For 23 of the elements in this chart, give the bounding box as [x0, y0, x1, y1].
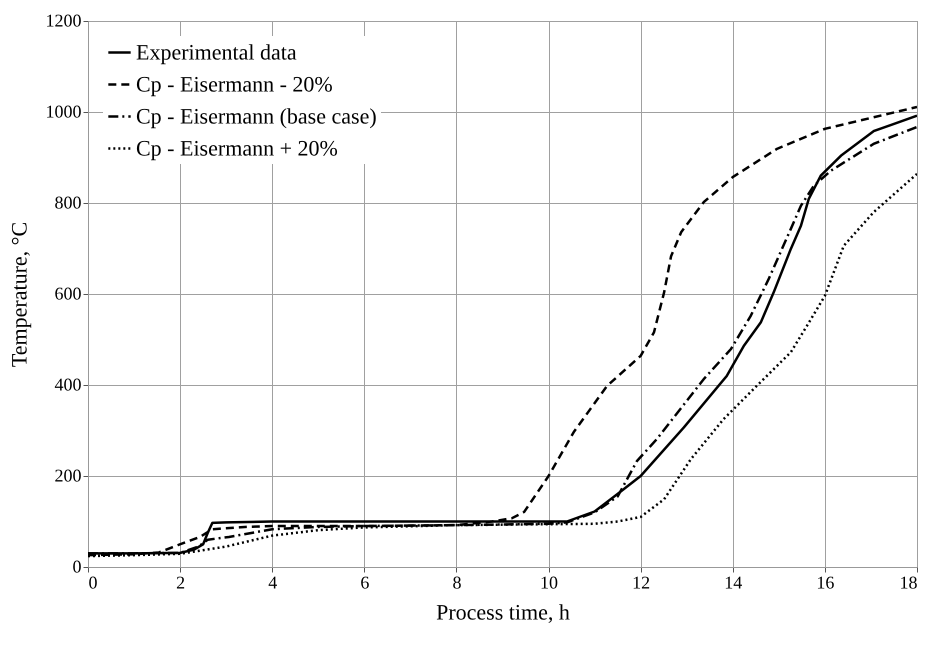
y-tick-label: 800 [54, 192, 82, 212]
x-tick-label: 4 [268, 572, 278, 592]
x-tick-label: 16 [816, 572, 834, 592]
y-tick-label: 200 [54, 466, 82, 486]
x-axis-title: Process time, h [436, 600, 570, 624]
y-tick-label: 0 [72, 556, 82, 576]
legend-label: Experimental data [136, 40, 297, 64]
y-axis-title: Temperature, °C [6, 222, 32, 368]
x-tick-label: 0 [88, 572, 98, 592]
y-tick-label: 1000 [46, 102, 82, 122]
x-tick-label: 10 [540, 572, 558, 592]
x-tick-label: 12 [632, 572, 650, 592]
x-tick-label: 14 [724, 572, 742, 592]
legend-label: Cp - Eisermann (base case) [136, 104, 377, 128]
y-tick-label: 400 [54, 374, 82, 394]
y-tick-label: 600 [54, 284, 82, 304]
x-tick-label: 6 [360, 572, 370, 592]
legend-label: Cp - Eisermann + 20% [136, 136, 338, 160]
x-tick-label: 8 [452, 572, 462, 592]
y-tick-label: 1200 [46, 10, 82, 30]
x-tick-label: 2 [176, 572, 186, 592]
x-tick-label: 18 [900, 572, 918, 592]
legend-label: Cp - Eisermann - 20% [136, 72, 333, 96]
